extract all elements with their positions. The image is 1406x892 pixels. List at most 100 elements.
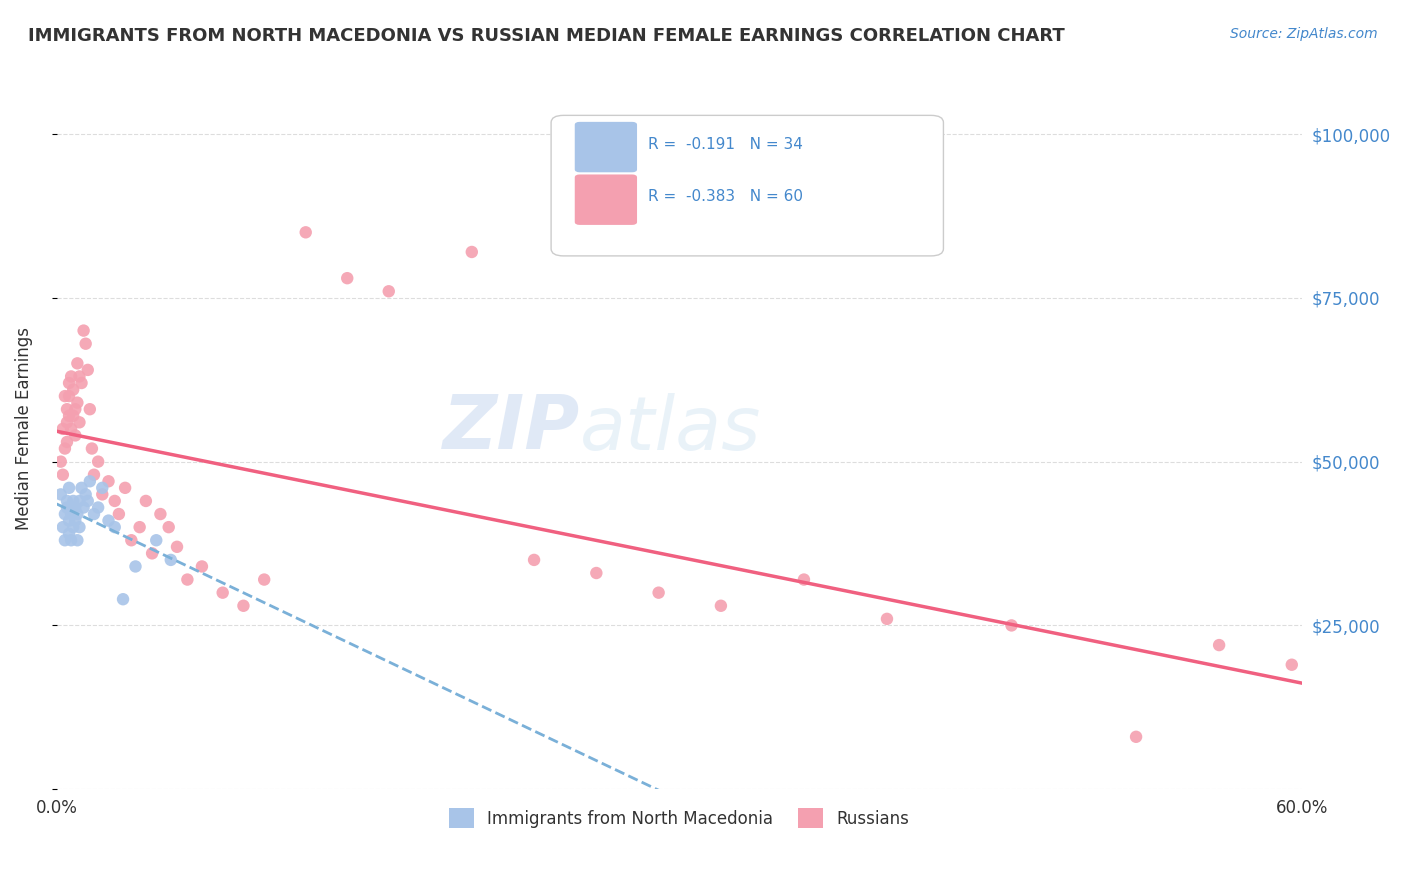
Point <box>128 520 150 534</box>
Point <box>70 481 93 495</box>
Y-axis label: Median Female Earnings: Median Female Earnings <box>15 327 32 531</box>
Point <box>66 507 89 521</box>
Point <box>65 500 87 515</box>
Point <box>53 533 76 548</box>
Point <box>87 500 110 515</box>
Point <box>83 467 105 482</box>
Point <box>66 533 89 548</box>
Point <box>69 494 91 508</box>
Point <box>60 422 83 436</box>
Point <box>97 514 120 528</box>
Point <box>62 500 84 515</box>
Text: R =  -0.383   N = 60: R = -0.383 N = 60 <box>648 188 803 203</box>
Point <box>56 434 79 449</box>
Point <box>79 402 101 417</box>
Point <box>523 553 546 567</box>
Point <box>70 376 93 390</box>
Point <box>65 402 87 417</box>
Point <box>49 455 72 469</box>
Point <box>104 520 127 534</box>
Point <box>124 559 146 574</box>
Point <box>65 428 87 442</box>
Point <box>49 487 72 501</box>
Point <box>377 285 399 299</box>
Point <box>1125 730 1147 744</box>
Text: ZIP: ZIP <box>443 392 579 466</box>
Point <box>56 402 79 417</box>
Point <box>66 395 89 409</box>
Point <box>62 520 84 534</box>
Point <box>710 599 733 613</box>
Point <box>53 507 76 521</box>
Point <box>191 559 214 574</box>
Point <box>69 415 91 429</box>
Point <box>876 612 898 626</box>
Point <box>60 369 83 384</box>
Point <box>60 533 83 548</box>
Point <box>53 442 76 456</box>
Point <box>461 244 484 259</box>
Point <box>58 526 80 541</box>
Legend: Immigrants from North Macedonia, Russians: Immigrants from North Macedonia, Russian… <box>443 801 917 835</box>
Point <box>211 585 233 599</box>
Point <box>176 573 198 587</box>
Point <box>76 363 98 377</box>
Point <box>120 533 142 548</box>
Point <box>52 520 75 534</box>
Point <box>52 422 75 436</box>
Point <box>65 514 87 528</box>
Point <box>69 369 91 384</box>
Point <box>1000 618 1022 632</box>
Point <box>159 553 181 567</box>
Point <box>72 500 94 515</box>
Point <box>149 507 172 521</box>
FancyBboxPatch shape <box>551 115 943 256</box>
Point <box>66 356 89 370</box>
Point <box>62 383 84 397</box>
Point <box>56 494 79 508</box>
Point <box>58 409 80 423</box>
Point <box>336 271 359 285</box>
Text: IMMIGRANTS FROM NORTH MACEDONIA VS RUSSIAN MEDIAN FEMALE EARNINGS CORRELATION CH: IMMIGRANTS FROM NORTH MACEDONIA VS RUSSI… <box>28 27 1064 45</box>
Point <box>157 520 180 534</box>
Point <box>58 389 80 403</box>
Point <box>97 475 120 489</box>
Point <box>62 494 84 508</box>
Point <box>647 585 669 599</box>
Point <box>91 481 114 495</box>
Point <box>76 494 98 508</box>
Point <box>62 409 84 423</box>
Point <box>87 455 110 469</box>
Point <box>1281 657 1303 672</box>
Point <box>145 533 167 548</box>
Point <box>56 415 79 429</box>
Point <box>58 514 80 528</box>
Point <box>58 481 80 495</box>
Point <box>56 500 79 515</box>
Point <box>135 494 157 508</box>
Point <box>79 475 101 489</box>
Point <box>585 566 607 580</box>
FancyBboxPatch shape <box>575 175 637 225</box>
Point <box>253 573 276 587</box>
Point <box>83 507 105 521</box>
Point <box>294 225 316 239</box>
Point <box>1208 638 1230 652</box>
Point <box>75 487 97 501</box>
Point <box>60 507 83 521</box>
Point <box>91 487 114 501</box>
Text: Source: ZipAtlas.com: Source: ZipAtlas.com <box>1230 27 1378 41</box>
Point <box>141 546 163 560</box>
Point <box>104 494 127 508</box>
Point <box>80 442 103 456</box>
Point <box>69 520 91 534</box>
Point <box>52 467 75 482</box>
Point <box>108 507 131 521</box>
Point <box>72 324 94 338</box>
Point <box>114 481 136 495</box>
Text: atlas: atlas <box>579 392 761 465</box>
Text: R =  -0.191   N = 34: R = -0.191 N = 34 <box>648 136 803 152</box>
Point <box>75 336 97 351</box>
Point <box>112 592 135 607</box>
Point <box>166 540 188 554</box>
